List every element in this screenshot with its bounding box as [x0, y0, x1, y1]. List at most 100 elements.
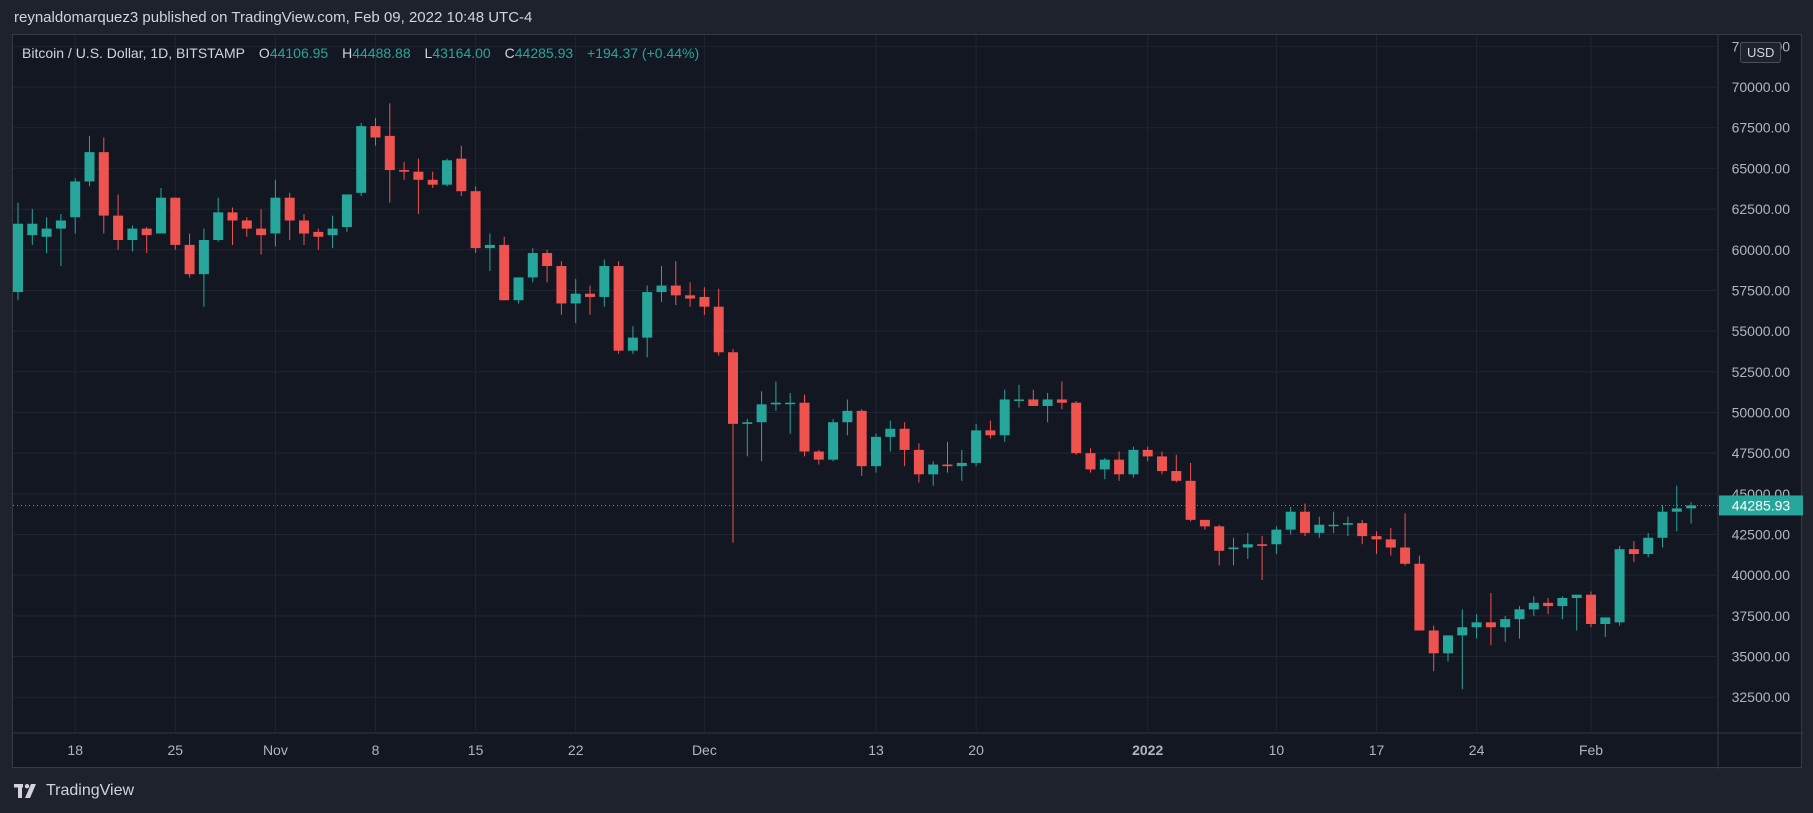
legend-open-value: 44106.95: [269, 45, 329, 61]
x-tick-label: Nov: [263, 742, 288, 758]
candle-body: [456, 158, 467, 192]
candle: [1328, 511, 1339, 533]
candle-body: [1671, 508, 1682, 512]
candle: [442, 158, 452, 187]
candle-body: [1085, 453, 1096, 470]
candle: [1657, 505, 1668, 548]
y-tick-label: 70000.00: [1732, 79, 1791, 95]
candle: [527, 248, 538, 283]
x-tick-label: 2022: [1132, 742, 1163, 758]
footer-brand[interactable]: TradingView: [14, 782, 134, 800]
candle-body: [484, 244, 495, 249]
candle-body: [1485, 622, 1496, 628]
candle: [227, 207, 238, 245]
candle-body: [599, 266, 610, 297]
candle-body: [1686, 505, 1697, 509]
candle-body: [985, 430, 996, 436]
candle: [41, 217, 52, 254]
candle: [1557, 596, 1568, 620]
legend-change: +194.37 (+0.44%): [587, 45, 700, 61]
candlestick-chart[interactable]: 32500.00 35000.00 37500.00 40000.00 42500.00…: [13, 35, 1803, 769]
candle: [1171, 454, 1182, 483]
candle: [813, 449, 824, 465]
currency-badge[interactable]: USD: [1740, 42, 1782, 63]
candle-body: [284, 197, 295, 221]
candle: [856, 409, 867, 476]
candle: [999, 389, 1010, 442]
y-tick-label: 50000.00: [1732, 404, 1791, 420]
candle-body: [213, 212, 224, 241]
candle-body: [1357, 523, 1368, 537]
candle-body: [1643, 537, 1654, 555]
candle-body: [1614, 549, 1625, 623]
x-tick-label: 25: [168, 742, 184, 758]
x-tick-label: 18: [67, 742, 83, 758]
candle-body: [685, 295, 696, 299]
axis-layer: 32500.00 35000.00 37500.00 40000.00 42500.00…: [67, 38, 1803, 758]
candle: [985, 420, 996, 439]
candle-body: [813, 451, 824, 460]
candle: [799, 394, 810, 457]
candle-body: [470, 191, 481, 249]
candle: [899, 422, 910, 467]
candle-body: [913, 449, 924, 475]
chart-frame[interactable]: 32500.00 35000.00 37500.00 40000.00 42500.00…: [12, 34, 1803, 769]
candle: [1471, 614, 1482, 639]
candle: [1028, 389, 1039, 406]
candle: [971, 423, 982, 467]
x-tick-label: 8: [372, 742, 380, 758]
candle-body: [399, 170, 410, 172]
candle: [1314, 516, 1325, 538]
candle-body: [198, 240, 209, 275]
candle-body: [971, 430, 982, 463]
candle-body: [313, 231, 324, 237]
candle-body: [899, 428, 910, 450]
candle-body: [499, 244, 510, 301]
candle-body: [1214, 526, 1225, 551]
candle-body: [1042, 399, 1053, 406]
candle-body: [1342, 523, 1353, 525]
candle-body: [613, 266, 624, 351]
candle-body: [1657, 511, 1668, 538]
candle-body: [1185, 480, 1196, 520]
candle-body: [270, 197, 281, 234]
candle: [256, 209, 267, 255]
legend-symbol[interactable]: Bitcoin / U.S. Dollar, 1D, BITSTAMP: [22, 45, 246, 61]
candle-body: [871, 436, 881, 467]
candle: [627, 326, 638, 354]
candle-body: [1443, 635, 1453, 654]
y-tick-label: 55000.00: [1732, 323, 1791, 339]
candle: [770, 381, 781, 411]
candle-body: [427, 179, 438, 185]
candle: [613, 261, 624, 354]
candle: [84, 135, 95, 187]
candle-body: [170, 197, 181, 245]
candle: [1671, 485, 1682, 532]
candle-body: [1071, 402, 1082, 454]
x-tick-label: Dec: [692, 742, 717, 758]
candle-body: [1514, 609, 1525, 620]
y-tick-label: 47500.00: [1732, 445, 1791, 461]
candle: [499, 236, 510, 301]
candle-body: [1199, 519, 1210, 527]
candle: [413, 158, 424, 214]
y-tick-label: 67500.00: [1732, 120, 1791, 136]
candle-body: [41, 228, 52, 237]
footer-brand-label: TradingView: [46, 782, 135, 799]
legend-close-value: 44285.93: [514, 45, 574, 61]
candle: [1142, 446, 1153, 462]
candle-body: [1414, 563, 1425, 631]
candle-body: [1285, 511, 1296, 530]
y-tick-label: 52500.00: [1732, 364, 1791, 380]
y-tick-label: 42500.00: [1732, 527, 1791, 543]
candle-body: [785, 402, 796, 405]
candle: [399, 161, 410, 180]
candle-body: [742, 422, 753, 424]
candle: [13, 202, 23, 301]
candle-body: [885, 428, 896, 437]
candle: [670, 261, 681, 306]
candle: [1271, 526, 1282, 555]
candle: [1099, 458, 1110, 480]
candle-body: [1242, 544, 1253, 548]
candle: [113, 194, 124, 250]
